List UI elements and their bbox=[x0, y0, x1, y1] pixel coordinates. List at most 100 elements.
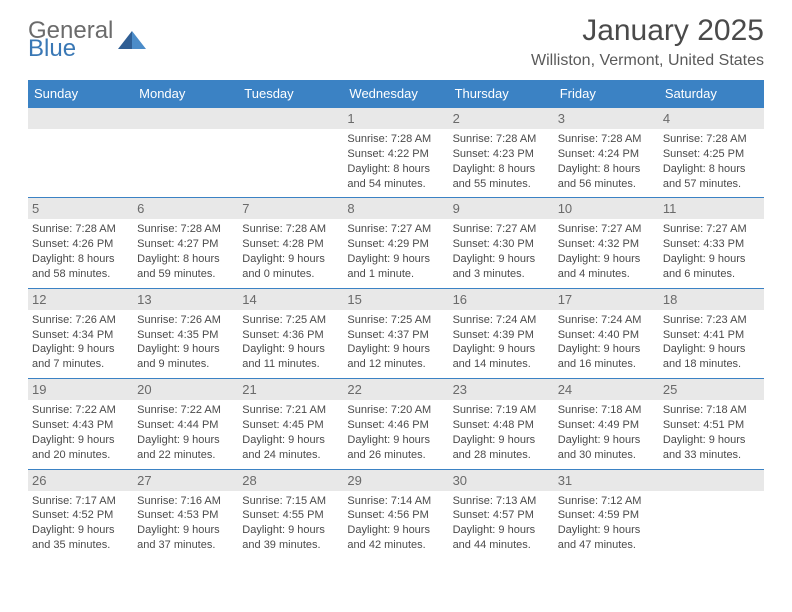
day-number: 29 bbox=[343, 470, 448, 491]
logo-triangle-icon bbox=[118, 31, 146, 49]
day-cell: 26Sunrise: 7:17 AMSunset: 4:52 PMDayligh… bbox=[28, 469, 133, 559]
day-cell: 18Sunrise: 7:23 AMSunset: 4:41 PMDayligh… bbox=[659, 288, 764, 378]
sunset: Sunset: 4:23 PM bbox=[453, 147, 550, 162]
dow-saturday: Saturday bbox=[659, 80, 764, 108]
daylight: Daylight: 9 hours bbox=[242, 523, 339, 538]
sunset: Sunset: 4:55 PM bbox=[242, 508, 339, 523]
dow-thursday: Thursday bbox=[449, 80, 554, 108]
day-cell: 15Sunrise: 7:25 AMSunset: 4:37 PMDayligh… bbox=[343, 288, 448, 378]
day-cell: 25Sunrise: 7:18 AMSunset: 4:51 PMDayligh… bbox=[659, 379, 764, 469]
day-number: 1 bbox=[343, 108, 448, 129]
daylight: Daylight: 9 hours bbox=[347, 342, 444, 357]
daylight: Daylight: 9 hours bbox=[347, 523, 444, 538]
day-number: 4 bbox=[659, 108, 764, 129]
daylight: and 6 minutes. bbox=[663, 267, 760, 282]
daylight: and 0 minutes. bbox=[242, 267, 339, 282]
day-cell: 12 Sunrise: 7:26 AMSunset: 4:34 PMDayligh… bbox=[28, 288, 133, 378]
sunrise: Sunrise: 7:28 AM bbox=[347, 132, 444, 147]
calendar-page: General Blue January 2025 Williston, Ver… bbox=[0, 0, 792, 567]
day-number: 11 bbox=[659, 198, 764, 219]
day-number-empty bbox=[133, 108, 238, 129]
day-cell: 1Sunrise: 7:28 AMSunset: 4:22 PMDaylight… bbox=[343, 108, 448, 198]
daylight: and 11 minutes. bbox=[242, 357, 339, 372]
sunset: Sunset: 4:45 PM bbox=[242, 418, 339, 433]
sunrise: Sunrise: 7:27 AM bbox=[347, 222, 444, 237]
calendar-body: 1Sunrise: 7:28 AMSunset: 4:22 PMDaylight… bbox=[28, 108, 764, 559]
daylight: Daylight: 8 hours bbox=[32, 252, 129, 267]
dow-sunday: Sunday bbox=[28, 80, 133, 108]
sunset: Sunset: 4:48 PM bbox=[453, 418, 550, 433]
daylight: and 47 minutes. bbox=[558, 538, 655, 553]
day-cell: 31Sunrise: 7:12 AMSunset: 4:59 PMDayligh… bbox=[554, 469, 659, 559]
sunrise: Sunrise: 7:12 AM bbox=[558, 494, 655, 509]
sunrise: Sunrise: 7:28 AM bbox=[242, 222, 339, 237]
location: Williston, Vermont, United States bbox=[531, 52, 764, 70]
day-number: 25 bbox=[659, 379, 764, 400]
day-cell: 3Sunrise: 7:28 AMSunset: 4:24 PMDaylight… bbox=[554, 108, 659, 198]
daylight: and 33 minutes. bbox=[663, 448, 760, 463]
daylight: Daylight: 9 hours bbox=[137, 433, 234, 448]
dow-tuesday: Tuesday bbox=[238, 80, 343, 108]
sunrise: Sunrise: 7:18 AM bbox=[558, 403, 655, 418]
day-number: 10 bbox=[554, 198, 659, 219]
daylight: and 9 minutes. bbox=[137, 357, 234, 372]
daylight: Daylight: 8 hours bbox=[558, 162, 655, 177]
day-number: 5 bbox=[28, 198, 133, 219]
sunrise: Sunrise: 7:15 AM bbox=[242, 494, 339, 509]
day-number-empty bbox=[238, 108, 343, 129]
sunrise: Sunrise: 7:28 AM bbox=[663, 132, 760, 147]
dow-wednesday: Wednesday bbox=[343, 80, 448, 108]
sunset: Sunset: 4:44 PM bbox=[137, 418, 234, 433]
daylight: and 7 minutes. bbox=[32, 357, 129, 372]
daylight: and 12 minutes. bbox=[347, 357, 444, 372]
day-cell: 5Sunrise: 7:28 AMSunset: 4:26 PMDaylight… bbox=[28, 198, 133, 288]
sunset: Sunset: 4:28 PM bbox=[242, 237, 339, 252]
sunset: Sunset: 4:26 PM bbox=[32, 237, 129, 252]
day-number: 16 bbox=[449, 289, 554, 310]
daylight: Daylight: 9 hours bbox=[663, 342, 760, 357]
daylight: Daylight: 9 hours bbox=[32, 523, 129, 538]
sunset: Sunset: 4:59 PM bbox=[558, 508, 655, 523]
day-cell bbox=[659, 469, 764, 559]
daylight: and 1 minute. bbox=[347, 267, 444, 282]
day-cell: 21Sunrise: 7:21 AMSunset: 4:45 PMDayligh… bbox=[238, 379, 343, 469]
daylight: and 28 minutes. bbox=[453, 448, 550, 463]
daylight: Daylight: 8 hours bbox=[453, 162, 550, 177]
daylight: and 59 minutes. bbox=[137, 267, 234, 282]
sunset: Sunset: 4:39 PM bbox=[453, 328, 550, 343]
day-cell: 14Sunrise: 7:25 AMSunset: 4:36 PMDayligh… bbox=[238, 288, 343, 378]
day-cell: 23Sunrise: 7:19 AMSunset: 4:48 PMDayligh… bbox=[449, 379, 554, 469]
sunset: Sunset: 4:52 PM bbox=[32, 508, 129, 523]
daylight: Daylight: 9 hours bbox=[32, 342, 129, 357]
day-number: 19 bbox=[28, 379, 133, 400]
day-number: 12 bbox=[28, 289, 133, 310]
day-cell bbox=[28, 108, 133, 198]
sunset: Sunset: 4:43 PM bbox=[32, 418, 129, 433]
day-cell: 10Sunrise: 7:27 AMSunset: 4:32 PMDayligh… bbox=[554, 198, 659, 288]
sunrise: Sunrise: 7:26 AM bbox=[32, 313, 129, 328]
daylight: Daylight: 8 hours bbox=[663, 162, 760, 177]
sunrise: Sunrise: 7:14 AM bbox=[347, 494, 444, 509]
day-cell: 2Sunrise: 7:28 AMSunset: 4:23 PMDaylight… bbox=[449, 108, 554, 198]
daylight: Daylight: 9 hours bbox=[453, 523, 550, 538]
daylight: Daylight: 8 hours bbox=[137, 252, 234, 267]
sunset: Sunset: 4:56 PM bbox=[347, 508, 444, 523]
daylight: and 56 minutes. bbox=[558, 177, 655, 192]
daylight: and 3 minutes. bbox=[453, 267, 550, 282]
daylight: Daylight: 9 hours bbox=[453, 342, 550, 357]
daylight: Daylight: 9 hours bbox=[347, 433, 444, 448]
daylight: Daylight: 9 hours bbox=[32, 433, 129, 448]
day-cell: 30Sunrise: 7:13 AMSunset: 4:57 PMDayligh… bbox=[449, 469, 554, 559]
day-cell: 27Sunrise: 7:16 AMSunset: 4:53 PMDayligh… bbox=[133, 469, 238, 559]
sunrise: Sunrise: 7:23 AM bbox=[663, 313, 760, 328]
day-cell: 29 Sunrise: 7:14 AMSunset: 4:56 PMDayligh… bbox=[343, 469, 448, 559]
day-cell: 8Sunrise: 7:27 AMSunset: 4:29 PMDaylight… bbox=[343, 198, 448, 288]
sunset: Sunset: 4:34 PM bbox=[32, 328, 129, 343]
day-number: 24 bbox=[554, 379, 659, 400]
daylight: and 42 minutes. bbox=[347, 538, 444, 553]
day-number: 26 bbox=[28, 470, 133, 491]
daylight: Daylight: 9 hours bbox=[558, 523, 655, 538]
daylight: and 39 minutes. bbox=[242, 538, 339, 553]
daylight: Daylight: 9 hours bbox=[137, 523, 234, 538]
daylight: and 55 minutes. bbox=[453, 177, 550, 192]
